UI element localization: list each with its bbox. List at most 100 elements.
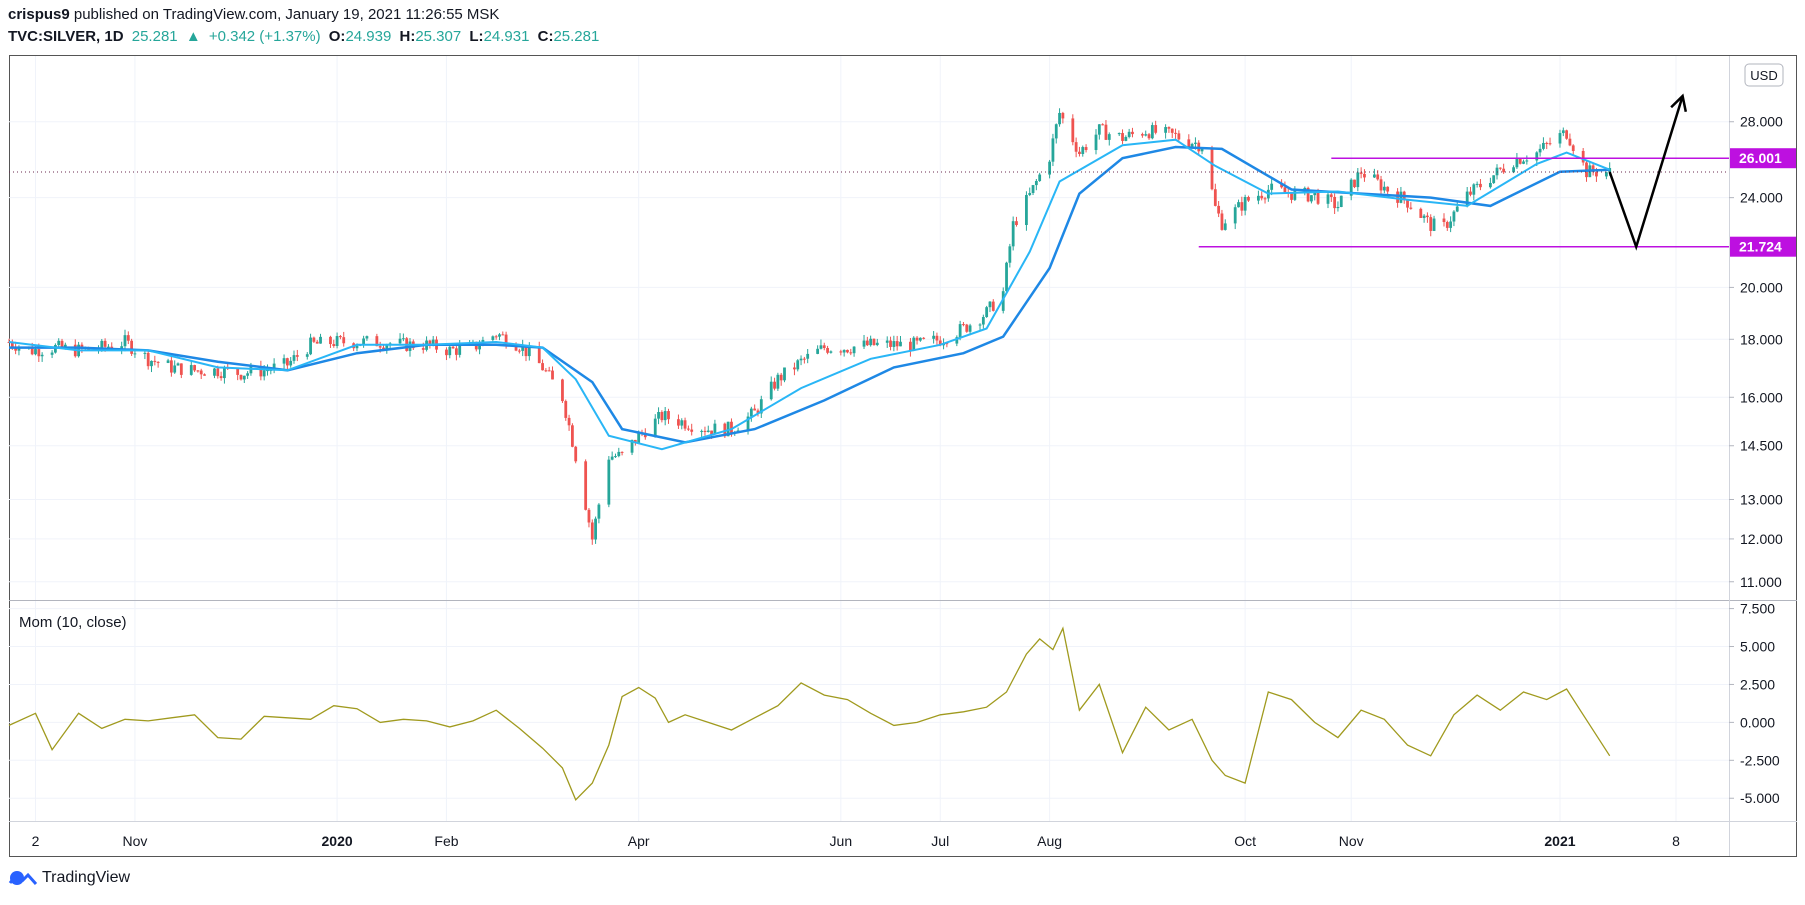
candle-body <box>30 346 34 355</box>
candle-body <box>537 347 541 364</box>
candle-body <box>100 340 104 350</box>
candle-body <box>1144 134 1148 136</box>
candle-body <box>517 350 521 352</box>
candle-body <box>1290 193 1293 200</box>
candle-body <box>746 416 750 431</box>
candle-body <box>1257 195 1260 201</box>
candle-body <box>899 341 902 347</box>
candle-body <box>1104 124 1108 140</box>
price-axis[interactable]: 28.000 24.000 20.000 18.000 16.000 14.500 13.0… <box>1729 114 1783 590</box>
candle-body <box>1475 183 1479 185</box>
candle-body <box>965 324 969 332</box>
candle-body <box>1164 127 1168 133</box>
candle-body <box>1449 221 1453 228</box>
high-label: H: <box>399 28 416 45</box>
candle-body <box>1240 202 1244 211</box>
candle-body <box>203 374 206 376</box>
candle-body <box>1333 196 1337 209</box>
candle-body <box>1001 291 1005 311</box>
price-tick-label: 28.000 <box>1740 114 1783 130</box>
candle-body <box>680 420 684 426</box>
candle-body <box>875 342 879 346</box>
candle-body <box>597 504 601 519</box>
candle-body <box>150 360 153 367</box>
candle-body <box>773 381 776 389</box>
projection-arrow-line[interactable] <box>1608 95 1684 251</box>
candle-body <box>1379 179 1383 191</box>
candle-body <box>524 345 528 357</box>
candle-body <box>1595 172 1598 177</box>
tradingview-logo[interactable]: TradingView <box>8 869 130 887</box>
candle-body <box>37 349 41 357</box>
candle-body <box>710 430 713 435</box>
resistance-price-label-background <box>1730 148 1796 169</box>
candle-body <box>584 461 588 510</box>
candle-body <box>1131 131 1134 135</box>
candle-body <box>385 345 389 350</box>
momentum-series <box>8 626 1611 801</box>
candle-body <box>1455 206 1459 212</box>
momentum-indicator-title[interactable]: Mom (10, close) <box>19 614 127 631</box>
candle-body <box>401 338 405 340</box>
time-tick-label: 8 <box>1672 833 1680 849</box>
time-tick-label: Feb <box>434 833 458 849</box>
momentum-tick-label: -2.500 <box>1740 752 1780 768</box>
candle-body <box>272 363 276 370</box>
close-label: C: <box>537 28 554 45</box>
candle-body <box>1177 133 1181 140</box>
candle-body <box>1223 223 1227 230</box>
candle-body <box>130 340 134 354</box>
candle-body <box>620 451 624 453</box>
candle-body <box>663 411 667 421</box>
momentum-axis[interactable]: 7.500 5.000 2.500 0.000 -2.500 -5.000 <box>1729 601 1780 807</box>
candle-body <box>289 360 293 366</box>
candle-body <box>491 336 495 340</box>
candle-body <box>822 345 826 349</box>
candle-body <box>783 367 786 381</box>
projection-arrow[interactable] <box>1608 93 1688 251</box>
candle-body <box>107 346 110 348</box>
candle-body <box>895 341 899 347</box>
candle-body <box>262 370 266 377</box>
candle-body <box>892 341 896 347</box>
price-tick-label: 18.000 <box>1740 331 1783 347</box>
momentum-line <box>8 626 1611 801</box>
candle-body <box>335 336 339 346</box>
candle-body <box>1326 194 1330 204</box>
candle-body <box>10 342 14 348</box>
candle-body <box>1270 183 1274 190</box>
candle-body <box>1097 124 1101 135</box>
currency-button[interactable]: USD <box>1744 63 1784 87</box>
main-pane-grid <box>9 121 1729 583</box>
candle-body <box>802 358 806 360</box>
candle-body <box>865 340 869 346</box>
candle-body <box>1310 195 1313 202</box>
candle-body <box>1306 187 1310 202</box>
currency-label: USD <box>1750 68 1777 83</box>
candle-body <box>246 373 250 376</box>
candle-body <box>1005 262 1008 292</box>
candle-body <box>1084 147 1088 151</box>
candle-body <box>1081 147 1085 155</box>
momentum-pane-grid <box>9 608 1729 799</box>
candle-body <box>1432 218 1436 231</box>
candle-body <box>1187 139 1191 147</box>
time-tick-label: Oct <box>1234 833 1256 849</box>
projection-arrow-head <box>1670 93 1688 112</box>
time-axis[interactable]: 2 Nov 2020 Feb Apr Jun Jul Aug Oct Nov 2021 8 <box>32 833 1680 849</box>
candle-body <box>362 338 366 345</box>
author-name[interactable]: crispus9 <box>8 6 70 23</box>
candle-body <box>909 341 912 351</box>
candle-body <box>1280 183 1284 188</box>
candle-body <box>1210 148 1214 190</box>
candle-body <box>981 317 985 325</box>
candle-body <box>1452 211 1456 222</box>
candle-body <box>365 336 369 339</box>
candle-body <box>614 456 617 458</box>
level-price-labels: 26.001 21.724 <box>1730 148 1796 257</box>
candle-body <box>726 421 730 437</box>
candle-body <box>991 301 995 311</box>
candle-body <box>1247 197 1250 201</box>
candle-body <box>1200 148 1204 152</box>
